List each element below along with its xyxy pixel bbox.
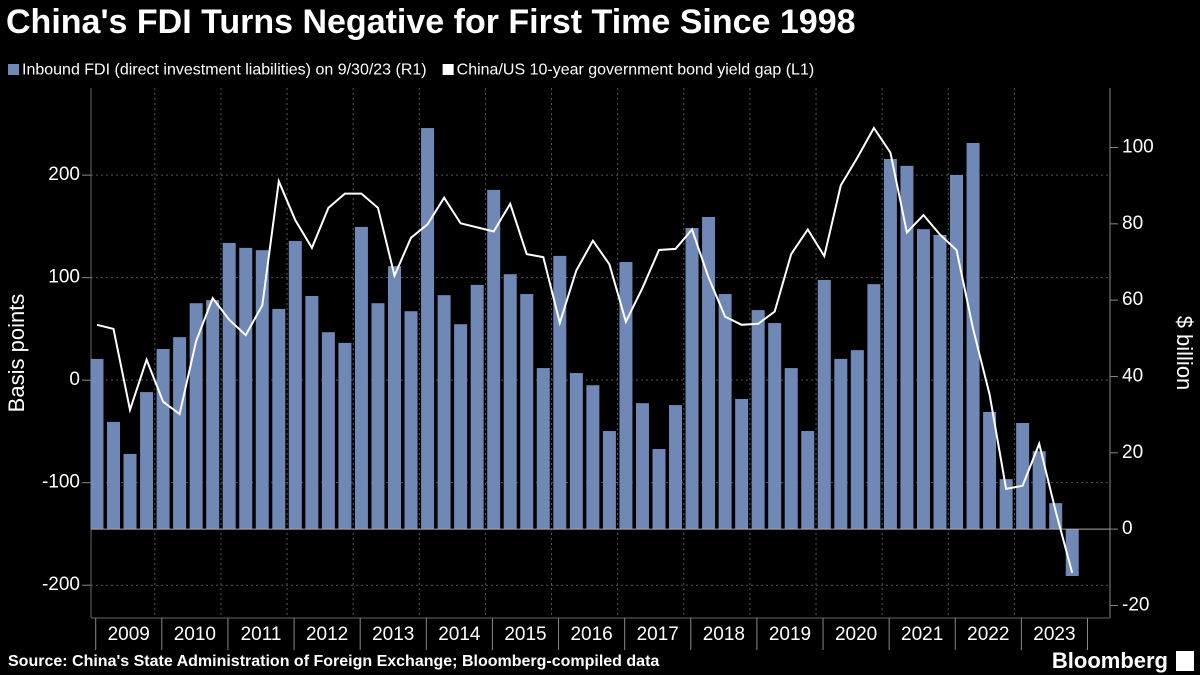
bar — [966, 142, 980, 530]
y-axis-label: Basis points — [4, 294, 29, 413]
bar — [916, 229, 930, 530]
legend-label: Inbound FDI (direct investment liabiliti… — [22, 62, 427, 79]
bar — [619, 261, 633, 530]
bar — [503, 274, 517, 530]
bar — [338, 342, 352, 530]
y2-tick-label: -20 — [1122, 594, 1149, 615]
source: Source: China's State Administration of … — [8, 653, 659, 670]
bar — [123, 453, 137, 530]
bar — [321, 332, 335, 530]
bar — [900, 165, 914, 530]
bar — [470, 284, 484, 530]
bar — [255, 250, 269, 530]
bar — [371, 303, 385, 530]
line — [96, 126, 1074, 574]
bar — [222, 242, 236, 530]
bar — [1032, 451, 1046, 530]
x-tick-label: 2022 — [967, 624, 1009, 645]
bar — [883, 158, 897, 530]
bar — [850, 350, 864, 530]
y-tick-label: 200 — [48, 164, 80, 185]
y-tick-label: -100 — [42, 472, 80, 493]
bar — [735, 398, 749, 530]
bar — [272, 308, 286, 530]
x-tick-label: 2010 — [174, 624, 216, 645]
y2-tick-label: 100 — [1122, 137, 1154, 158]
x-tick-label: 2021 — [901, 624, 943, 645]
bar — [751, 310, 765, 530]
bar — [354, 226, 368, 530]
bar — [999, 479, 1013, 530]
bar — [140, 392, 154, 530]
brand: Bloomberg — [1052, 648, 1168, 673]
bar — [602, 431, 616, 530]
bar — [685, 228, 699, 530]
y2-tick-label: 60 — [1122, 289, 1143, 310]
bar — [635, 403, 649, 530]
bar — [652, 448, 666, 530]
bar — [536, 368, 550, 530]
bar — [90, 358, 104, 530]
bar — [156, 348, 170, 530]
bar — [983, 411, 997, 530]
x-tick-label: 2023 — [1033, 624, 1075, 645]
bar — [1016, 423, 1030, 530]
bar — [768, 323, 782, 530]
bar — [702, 216, 716, 530]
x-tick-label: 2015 — [504, 624, 546, 645]
bar — [487, 189, 501, 530]
bar — [817, 279, 831, 530]
y2-tick-label: 20 — [1122, 442, 1143, 463]
bar — [933, 234, 947, 530]
bar — [553, 255, 567, 530]
bar — [586, 385, 600, 530]
bar — [520, 294, 534, 530]
chart-title: China's FDI Turns Negative for First Tim… — [6, 3, 856, 41]
x-tick-label: 2020 — [835, 624, 877, 645]
bar — [569, 373, 583, 530]
bar — [404, 311, 418, 530]
x-tick-label: 2016 — [570, 624, 612, 645]
brand-icon — [1176, 651, 1194, 671]
bar — [189, 303, 203, 530]
legend-swatch — [8, 64, 19, 75]
bar — [288, 241, 302, 530]
x-tick-label: 2011 — [241, 624, 282, 645]
bar — [950, 174, 964, 530]
x-tick-label: 2013 — [372, 624, 414, 645]
y-tick-label: 0 — [69, 369, 80, 390]
x-tick-label: 2019 — [769, 624, 811, 645]
x-tick-label: 2018 — [703, 624, 745, 645]
bar — [718, 294, 732, 530]
bar — [784, 368, 798, 530]
y2-tick-label: 80 — [1122, 213, 1143, 234]
y2-tick-label: 40 — [1122, 365, 1143, 386]
bar — [421, 128, 435, 530]
y-tick-label: -200 — [42, 574, 80, 595]
x-tick-label: 2012 — [306, 624, 348, 645]
bar — [388, 266, 402, 530]
bar — [173, 337, 187, 530]
x-tick-label: 2009 — [108, 624, 150, 645]
y2-axis-label: $ billion — [1172, 316, 1197, 391]
bar — [206, 300, 220, 530]
y2-tick-label: 0 — [1122, 518, 1133, 539]
legend-label: China/US 10-year government bond yield g… — [457, 62, 815, 79]
bar — [437, 295, 451, 530]
y-tick-label: 100 — [48, 267, 80, 288]
legend-swatch — [442, 64, 454, 75]
bar — [239, 247, 253, 530]
x-tick-label: 2017 — [637, 624, 679, 645]
bar — [801, 431, 815, 530]
bar — [454, 324, 468, 530]
bar — [305, 295, 319, 530]
x-tick-label: 2014 — [438, 624, 481, 645]
bar — [834, 358, 848, 530]
bar — [669, 405, 683, 530]
bar — [106, 421, 120, 530]
bar — [867, 284, 881, 530]
